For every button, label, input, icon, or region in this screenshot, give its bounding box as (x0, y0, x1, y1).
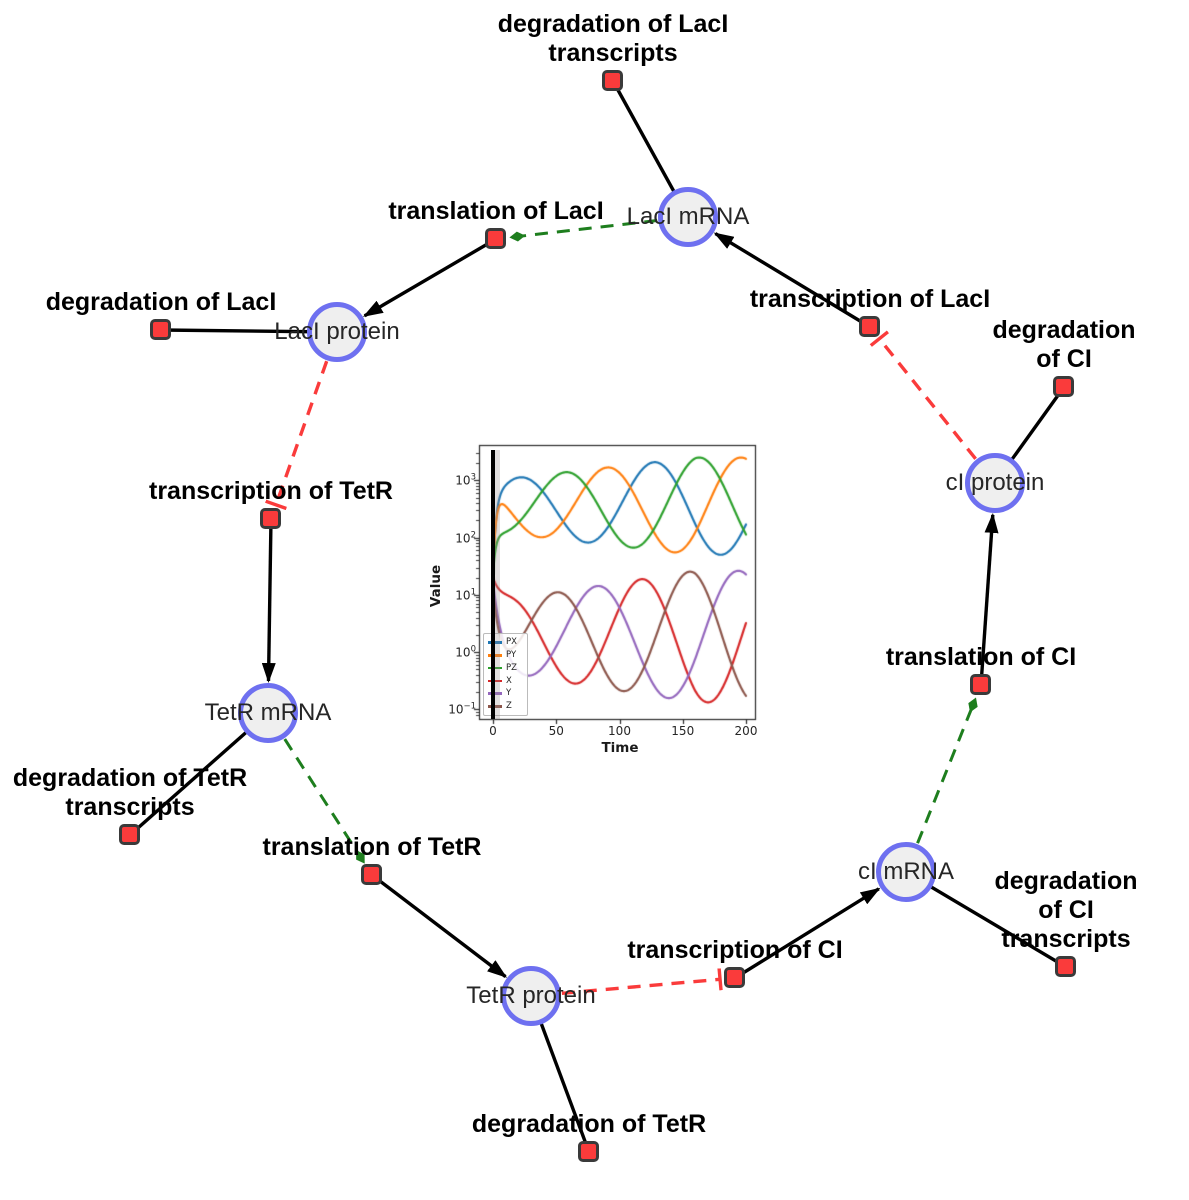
legend-item-Z: Z (488, 701, 527, 713)
chart-y-axis-label: Value (428, 564, 444, 608)
edge-ci-protein-to-transcription-of-laci (869, 330, 977, 460)
legend-item-PX: PX (488, 636, 527, 648)
y-tick-label-1e3: 103 (455, 472, 476, 488)
y-tick-label-1e0: 100 (455, 644, 476, 660)
x-tick-label-150: 150 (671, 724, 695, 738)
edge-laci-protein-to-degradation-of-laci (160, 328, 338, 334)
legend-label-PZ: PZ (506, 662, 517, 673)
edge-transcription-of-ci-to-ci-mrna (734, 887, 881, 980)
x-tick-label-100: 100 (608, 724, 631, 738)
x-tick-label-50: 50 (548, 724, 564, 738)
legend-label-PX: PX (506, 637, 517, 648)
chart-x-axis-label: Time (601, 740, 639, 756)
edge-ci-mrna-to-translation-of-ci (916, 697, 978, 844)
legend-item-PZ: PZ (488, 662, 527, 674)
legend-swatch-Y (488, 692, 502, 696)
chart-canvas (420, 436, 770, 766)
legend-label-PY: PY (506, 649, 517, 660)
edge-tetr-protein-to-degradation-of-tetr (529, 995, 591, 1153)
y-tick-label-1e1: 101 (455, 587, 476, 603)
legend-item-X: X (488, 675, 527, 687)
edge-laci-protein-to-transcription-of-tetr (265, 360, 329, 511)
edge-translation-of-tetr-to-tetr-protein (370, 873, 508, 978)
chart-event-line (491, 450, 495, 719)
legend-item-PY: PY (488, 649, 527, 661)
x-tick-label-200: 200 (734, 724, 758, 738)
edge-translation-of-ci-to-ci-protein (979, 512, 999, 686)
x-tick-label-0: 0 (489, 724, 497, 738)
edge-transcription-of-tetr-to-tetr-mrna (261, 518, 276, 684)
edge-tetr-protein-to-transcription-of-ci (561, 968, 723, 995)
legend-swatch-PY (488, 653, 502, 657)
time-series-inset-chart: PX PY PZ X Y Z Value Time 103 102 101 100 10−1 0 50… (420, 436, 770, 766)
legend-label-Y: Y (506, 688, 512, 699)
edge-tetr-mrna-to-translation-of-tetr (283, 738, 365, 864)
legend-item-Y: Y (488, 688, 527, 700)
y-tick-label-1e-1: 10−1 (448, 701, 476, 717)
legend-swatch-PX (488, 641, 502, 644)
chart-event-band (494, 450, 500, 719)
edge-transcription-of-laci-to-laci-mrna (713, 232, 871, 329)
edge-ci-mrna-to-degradation-of-ci-transcripts (905, 870, 1067, 969)
y-tick-label-1e2: 102 (455, 530, 476, 546)
edge-tetr-mrna-to-degradation-of-tetr-transcripts (128, 711, 270, 837)
edge-ci-protein-to-degradation-of-ci (993, 386, 1066, 484)
chart-legend: PX PY PZ X Y Z (483, 633, 528, 716)
legend-swatch-Z (488, 705, 502, 708)
legend-label-Z: Z (506, 701, 512, 712)
legend-swatch-X (488, 679, 502, 683)
legend-label-X: X (506, 675, 512, 686)
edge-translation-of-laci-to-laci-protein (362, 237, 497, 318)
edge-laci-mrna-to-translation-of-laci (509, 219, 658, 242)
legend-swatch-PZ (488, 666, 502, 670)
edge-laci-mrna-to-degradation-of-laci-transcripts (611, 80, 690, 218)
